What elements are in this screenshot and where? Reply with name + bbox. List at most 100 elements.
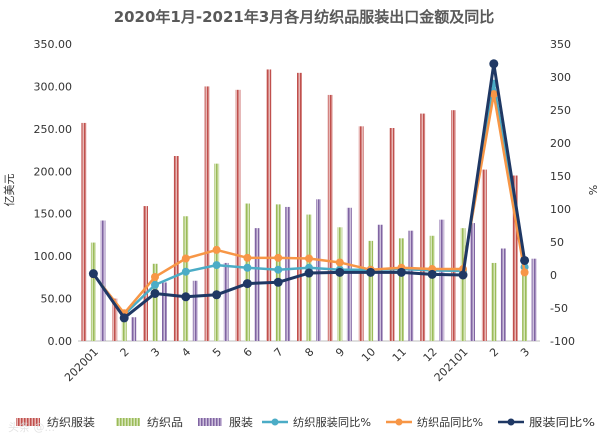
lines-layer — [88, 59, 530, 323]
legend-swatch-服装 — [198, 418, 222, 426]
x-tick-label: 2 — [487, 345, 501, 359]
bar-纺织品 — [90, 242, 96, 341]
bar-服装 — [285, 206, 291, 341]
point-纺织服装同比% — [243, 263, 252, 272]
bar-纺织服装 — [327, 94, 333, 342]
bar-服装 — [439, 219, 445, 341]
bar-服装 — [531, 258, 537, 341]
x-tick-label: 9 — [333, 345, 347, 359]
y2-tick-label: 100 — [550, 203, 571, 216]
y2-tick-label: -100 — [550, 335, 575, 348]
y-tick-label: 50.00 — [41, 293, 73, 306]
point-服装同比% — [212, 290, 222, 300]
bar-纺织服装 — [512, 175, 518, 341]
point-服装同比% — [242, 279, 252, 289]
legend-label: 服装同比% — [529, 416, 595, 429]
x-tick-label: 3 — [518, 345, 532, 359]
point-服装同比% — [304, 268, 314, 278]
legend-label: 纺织服装 — [47, 415, 95, 429]
point-服装同比% — [273, 277, 283, 287]
legend-marker-纺织品同比% — [395, 418, 403, 426]
point-纺织品同比% — [274, 253, 283, 262]
x-tick-label: 202101 — [432, 345, 471, 384]
y2-tick-label: 0 — [550, 269, 557, 282]
bar-纺织品 — [183, 216, 189, 341]
bar-纺织品 — [244, 203, 250, 341]
legend-swatch-纺织服装 — [16, 418, 40, 426]
point-服装同比% — [119, 313, 129, 323]
bar-纺织服装 — [173, 156, 179, 341]
y-tick-label: 350.00 — [34, 38, 73, 51]
bar-纺织品 — [121, 317, 127, 341]
point-纺织服装同比% — [212, 261, 221, 270]
y2-tick-label: 200 — [550, 137, 571, 150]
bar-纺织品 — [522, 259, 528, 341]
y-tick-label: 150.00 — [34, 208, 73, 221]
y2-tick-label: -50 — [550, 302, 568, 315]
y2-tick-label: 50 — [550, 236, 564, 249]
bar-纺织服装 — [266, 69, 272, 341]
x-tick-label: 12 — [421, 345, 440, 364]
bar-纺织品 — [460, 228, 466, 341]
point-纺织品同比% — [181, 254, 190, 263]
bar-纺织服装 — [297, 72, 302, 341]
y2-tick-label: 350 — [550, 38, 571, 51]
point-服装同比% — [181, 292, 191, 302]
bar-服装 — [162, 282, 167, 341]
point-服装同比% — [520, 255, 530, 265]
point-纺织品同比% — [335, 258, 344, 267]
bar-纺织服装 — [204, 86, 210, 341]
bar-纺织服装 — [358, 126, 364, 341]
x-tick-label: 5 — [210, 345, 224, 359]
x-tick-label: 11 — [390, 345, 409, 364]
legend-label: 服装 — [229, 416, 253, 429]
point-纺织品同比% — [520, 268, 529, 277]
legend-label: 纺织品同比% — [417, 415, 483, 429]
bar-纺织品 — [337, 227, 343, 341]
bar-纺织品 — [152, 263, 158, 341]
bar-服装 — [470, 223, 475, 341]
x-tick-label: 6 — [241, 345, 255, 359]
y-tick-label: 250.00 — [34, 123, 73, 136]
bar-服装 — [100, 220, 106, 341]
y-tick-label: 100.00 — [34, 250, 73, 263]
point-纺织服装同比% — [274, 265, 283, 274]
point-服装同比% — [427, 269, 437, 279]
watermark: 头条 @... — [8, 420, 55, 434]
point-服装同比% — [458, 270, 468, 280]
y-tick-label: 300.00 — [34, 80, 73, 93]
bars-layer — [81, 69, 537, 342]
bar-纺织服装 — [143, 206, 148, 341]
y2-axis-label: % — [587, 185, 600, 195]
bar-纺织服装 — [451, 110, 456, 341]
x-tick-label: 10 — [359, 345, 378, 364]
point-服装同比% — [366, 267, 376, 277]
y2-tick-label: 150 — [550, 170, 571, 183]
point-纺织品同比% — [489, 90, 498, 99]
legend-label: 纺织服装同比% — [293, 415, 371, 429]
point-服装同比% — [335, 267, 345, 277]
bar-纺织品 — [306, 214, 312, 341]
point-纺织品同比% — [151, 272, 159, 281]
point-服装同比% — [150, 288, 160, 298]
bar-服装 — [408, 230, 414, 341]
point-纺织品同比% — [212, 245, 221, 254]
bar-纺织服装 — [389, 128, 395, 341]
point-服装同比% — [88, 269, 98, 279]
bar-服装 — [500, 248, 506, 341]
x-tick-label: 4 — [179, 345, 193, 359]
bar-服装 — [131, 317, 137, 341]
bar-纺织品 — [368, 240, 374, 341]
point-服装同比% — [489, 59, 499, 69]
y2-tick-label: 300 — [550, 71, 571, 84]
y2-tick-label: 250 — [550, 104, 571, 117]
bar-纺织品 — [429, 235, 435, 341]
point-服装同比% — [396, 267, 406, 277]
point-纺织品同比% — [305, 254, 313, 263]
point-纺织服装同比% — [181, 267, 190, 276]
bar-服装 — [192, 280, 198, 341]
x-tick-label: 8 — [302, 345, 316, 359]
y-tick-label: 200.00 — [34, 165, 73, 178]
